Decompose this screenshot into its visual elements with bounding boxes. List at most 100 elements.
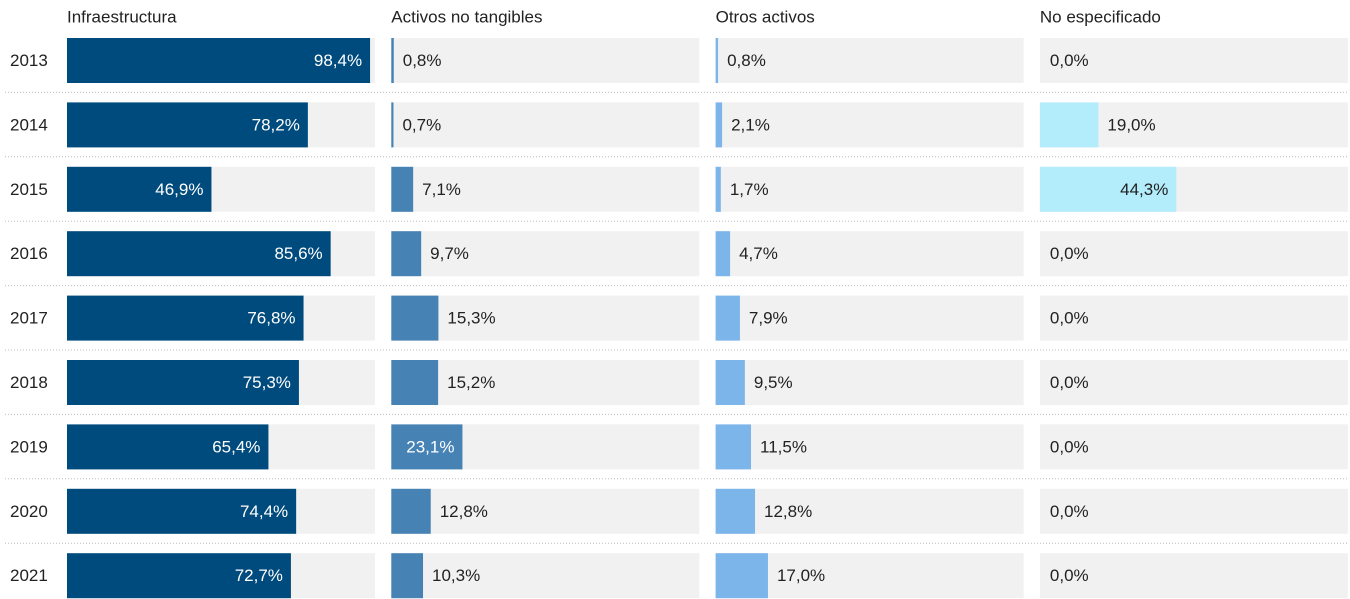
bar [715, 166, 721, 212]
row-label: 2013 [10, 51, 48, 70]
bar-background [391, 102, 700, 148]
value-label: 0,0% [1050, 309, 1089, 328]
value-label: 2,1% [731, 115, 770, 134]
bar-background [391, 488, 700, 534]
row-label: 2015 [10, 180, 48, 199]
value-label: 0,8% [727, 51, 766, 70]
bar [67, 488, 297, 534]
value-label: 0,0% [1050, 244, 1089, 263]
row-label: 2018 [10, 373, 48, 392]
bar [715, 553, 768, 599]
value-label: 0,7% [402, 115, 441, 134]
value-label: 46,9% [155, 180, 203, 199]
bar-background [1039, 295, 1348, 341]
value-label: 12,8% [440, 502, 488, 521]
value-label: 72,7% [235, 566, 283, 585]
value-label: 44,3% [1120, 180, 1168, 199]
value-label: 0,0% [1050, 566, 1089, 585]
bar [391, 553, 424, 599]
bar-background [1039, 553, 1348, 599]
value-label: 7,1% [422, 180, 461, 199]
bar-background [715, 424, 1024, 470]
value-label: 9,7% [430, 244, 469, 263]
bar [715, 102, 723, 148]
value-label: 7,9% [749, 309, 788, 328]
bar [391, 102, 394, 148]
bar [391, 488, 431, 534]
bar [67, 295, 304, 341]
bar [67, 102, 308, 148]
value-label: 0,0% [1050, 51, 1089, 70]
bar-background [715, 38, 1024, 83]
value-label: 19,0% [1107, 115, 1155, 134]
bar [715, 295, 740, 341]
value-label: 78,2% [252, 115, 300, 134]
row-label: 2014 [10, 115, 48, 134]
bar [391, 231, 422, 277]
value-label: 17,0% [777, 566, 825, 585]
bar-background [715, 231, 1024, 277]
row-label: 2020 [10, 502, 48, 521]
bar-background [1039, 38, 1348, 83]
bar [715, 360, 745, 405]
bar-background [1039, 488, 1348, 534]
value-label: 0,0% [1050, 373, 1089, 392]
value-label: 65,4% [212, 437, 260, 456]
value-label: 15,2% [447, 373, 495, 392]
row-label: 2017 [10, 309, 48, 328]
row-label: 2019 [10, 437, 48, 456]
bar [391, 166, 414, 212]
value-label: 85,6% [274, 244, 322, 263]
value-label: 0,0% [1050, 437, 1089, 456]
value-label: 1,7% [730, 180, 769, 199]
bar-background [715, 488, 1024, 534]
value-label: 76,8% [247, 309, 295, 328]
value-label: 75,3% [243, 373, 291, 392]
bar [67, 38, 371, 83]
bar [391, 424, 463, 470]
value-label: 12,8% [764, 502, 812, 521]
bar [715, 231, 731, 277]
bar [1039, 166, 1177, 212]
bar-background [1039, 360, 1348, 405]
value-label: 0,0% [1050, 502, 1089, 521]
bar-background [715, 295, 1024, 341]
row-label: 2021 [10, 566, 48, 585]
value-label: 0,8% [403, 51, 442, 70]
bar-background [391, 295, 700, 341]
value-label: 23,1% [406, 437, 454, 456]
bar-background [391, 231, 700, 277]
bar [67, 231, 331, 277]
bar [67, 360, 299, 405]
bar-background [391, 38, 700, 83]
value-label: 4,7% [739, 244, 778, 263]
bar [391, 360, 439, 405]
bar [391, 38, 394, 83]
value-label: 98,4% [314, 51, 362, 70]
bar [67, 424, 269, 470]
bar-background [391, 360, 700, 405]
row-label: 2016 [10, 244, 48, 263]
bar [1039, 102, 1099, 148]
bar [715, 38, 719, 83]
bar-background [391, 166, 700, 212]
bar [715, 424, 752, 470]
bar-background [1039, 231, 1348, 277]
bar-background [1039, 424, 1348, 470]
bar-background [715, 166, 1024, 212]
bar-background [715, 360, 1024, 405]
bar [391, 295, 439, 341]
bar-background [391, 553, 700, 599]
value-label: 10,3% [432, 566, 480, 585]
value-label: 11,5% [760, 437, 807, 456]
bar [715, 488, 756, 534]
panel-title: Activos no tangibles [391, 7, 542, 26]
bar [67, 553, 291, 599]
value-label: 15,3% [447, 309, 495, 328]
value-label: 9,5% [754, 373, 793, 392]
bar-background [715, 102, 1024, 148]
bar [67, 166, 212, 212]
value-label: 74,4% [240, 502, 288, 521]
